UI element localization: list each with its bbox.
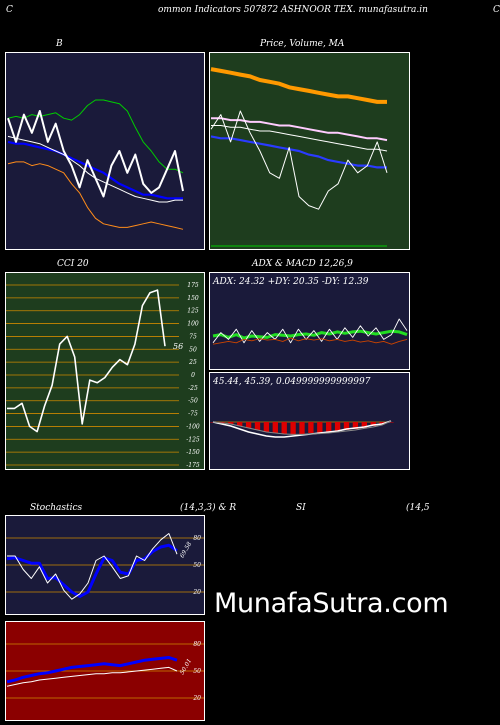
header-title: ommon Indicators 507872 ASHNOOR TEX. mun… — [158, 5, 428, 15]
macd-histogram-bar — [352, 422, 359, 429]
rsi-smoothed-line — [6, 656, 178, 684]
macd-line — [212, 420, 392, 438]
macd-histogram-bar — [317, 422, 323, 433]
panel-background — [5, 272, 205, 470]
header-right-letter: C — [493, 5, 500, 15]
cci-tick-label: -125 — [186, 436, 200, 443]
price-series-4 — [210, 110, 388, 210]
macd-histogram-bar — [334, 422, 341, 431]
price-ma-chart — [209, 52, 410, 250]
stoch-tick-label: 50 — [193, 562, 201, 569]
panel-background — [209, 272, 410, 370]
cci-tick-label: 75 — [189, 333, 197, 340]
price-series-0 — [210, 67, 387, 104]
price-ma-title: Price, Volume, MA — [260, 39, 345, 49]
cci-tick-label: 125 — [187, 308, 199, 315]
macd-histogram-bar — [290, 422, 296, 435]
rsi-panel: 80 50 20 50.01 — [5, 621, 205, 721]
rsi-line — [6, 666, 178, 687]
panel-background — [5, 52, 205, 250]
stochastics-params: (14,3,3) & R — [180, 503, 237, 513]
cci-tick-label: -50 — [188, 398, 198, 405]
cci-tick-label: 150 — [187, 295, 199, 302]
rsi-tick-label: 80 — [193, 641, 201, 648]
macd-histogram-bar — [370, 422, 376, 426]
stoch-k-line — [7, 533, 178, 600]
cci-tick-label: -75 — [188, 411, 198, 418]
cci-tick-label: -25 — [188, 385, 198, 392]
price-series-1 — [211, 117, 388, 142]
macd-histogram-bar — [237, 422, 243, 426]
cci-tick-label: 50 — [189, 346, 197, 353]
adx-series-1 — [212, 318, 408, 344]
panel-background — [209, 52, 410, 250]
macd-histogram-bar — [379, 422, 385, 424]
stochastics-title: Stochastics — [30, 503, 83, 513]
cci-tick-label: 100 — [187, 321, 199, 328]
cci-tick-label: 25 — [188, 359, 197, 366]
bollinger-title: B — [56, 39, 63, 49]
stoch-tick-label: 20 — [192, 589, 201, 596]
macd-histogram-bar — [254, 422, 261, 430]
cci-tick-label: -150 — [186, 449, 200, 456]
macd-panel: 45.44, 45.39, 0.049999999999997 — [209, 372, 410, 470]
macd-histogram-bar — [308, 422, 314, 433]
price-ma-panel — [209, 52, 410, 250]
adx-panel: ADX: 24.32 +DY: 20.35 -DY: 12.39 — [209, 272, 410, 370]
bollinger-chart — [5, 52, 205, 250]
bollinger-series-1 — [7, 140, 183, 200]
price-series-3 — [210, 135, 387, 169]
macd-histogram-bar — [299, 422, 305, 434]
macd-histogram-bar — [228, 422, 234, 424]
cci-panel: 175 150 125 100 75 50 25 0 -25 -50 -75 -100 -125 -150… — [5, 272, 205, 470]
cci-tick-label: 175 — [187, 282, 199, 289]
rsi-params: (14,5 — [406, 503, 430, 513]
cci-last-value: 56 — [173, 342, 183, 351]
macd-histogram-bar — [343, 422, 350, 430]
cci-line — [7, 289, 166, 433]
stoch-tick-label: 80 — [193, 535, 201, 542]
macd-signal-line — [212, 420, 392, 435]
rsi-tick-label: 20 — [192, 695, 201, 702]
macd-histogram-bar — [326, 422, 332, 432]
stochastics-panel: 80 50 20 69.58 — [5, 515, 205, 615]
cci-title: CCI 20 — [57, 259, 89, 269]
cci-tick-label: 0 — [191, 372, 195, 379]
watermark: MunafaSutra.com — [214, 588, 449, 619]
adx-chart: ADX: 24.32 +DY: 20.35 -DY: 12.39 — [209, 272, 410, 370]
macd-histogram-bar — [245, 422, 252, 428]
macd-histogram-bar — [272, 422, 278, 433]
cci-tick-label: -100 — [186, 423, 200, 430]
bollinger-series-3 — [7, 161, 184, 230]
panel-background — [209, 372, 410, 470]
adx-values-label: ADX: 24.32 +DY: 20.35 -DY: 12.39 — [212, 277, 369, 287]
cci-chart: 175 150 125 100 75 50 25 0 -25 -50 -75 -100 -125 -150… — [5, 272, 205, 470]
macd-values-label: 45.44, 45.39, 0.049999999999997 — [212, 377, 371, 387]
macd-histogram-bar — [388, 422, 394, 423]
adx-macd-title: ADX & MACD 12,26,9 — [252, 259, 353, 269]
adx-series-2 — [212, 337, 408, 345]
macd-histogram-bar — [263, 422, 270, 432]
macd-histogram-bar — [281, 422, 287, 434]
bollinger-series-4 — [7, 110, 184, 198]
rsi-tick-label: 50 — [193, 668, 201, 675]
cci-tick-label: -175 — [186, 462, 200, 469]
bollinger-panel — [5, 52, 205, 250]
price-series-2 — [211, 125, 388, 152]
macd-chart: 45.44, 45.39, 0.049999999999997 — [209, 372, 410, 470]
macd-histogram-bar — [361, 422, 367, 428]
rsi-title: SI — [296, 503, 306, 513]
header-left-letter: C — [6, 5, 13, 15]
